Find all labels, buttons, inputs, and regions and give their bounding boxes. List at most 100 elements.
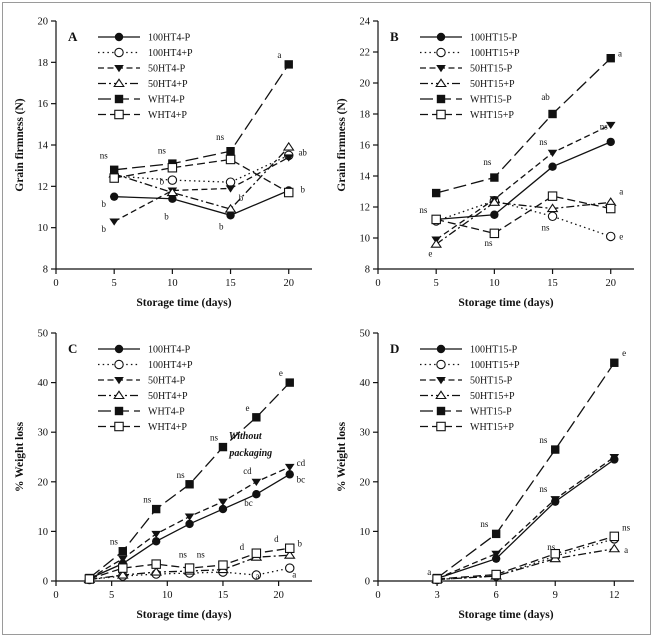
legend-label-50HT4-P: 50HT4-P [148, 63, 186, 74]
annotation: a [624, 545, 628, 555]
series-line-100HT15-P [436, 458, 615, 579]
y-tick-label: 12 [37, 181, 48, 192]
legend-marker-50HT4+P [112, 77, 125, 87]
annotation: ns [157, 145, 166, 155]
annotation: b [238, 192, 243, 202]
y-axis-title: % Weight loss [14, 421, 26, 492]
annotation: ab [298, 147, 307, 157]
annotation: a [292, 569, 296, 579]
series-line-WHT15-P [435, 57, 611, 194]
panel-letter: D [390, 341, 399, 356]
legend-label-WHT4+P: WHT4+P [148, 110, 187, 121]
y-tick-label: 16 [37, 99, 48, 110]
y-tick-label: 24 [359, 16, 370, 27]
legend-label-WHT4-P: WHT4-P [148, 94, 185, 105]
y-tick-label: 20 [37, 477, 48, 488]
series-marker-50HT4-P [284, 463, 295, 471]
annotation: b [300, 184, 305, 194]
series-marker-WHT4-P [284, 59, 293, 69]
series-marker-WHT4-P [118, 546, 127, 555]
legend-label-50HT15-P: 50HT15-P [470, 63, 513, 74]
y-tick-label: 18 [37, 57, 48, 68]
annotation: ns [210, 432, 219, 442]
series-marker-100HT4+P [225, 176, 235, 187]
series-marker-100HT15+P [547, 211, 557, 221]
annotation: b [101, 223, 106, 233]
annotation: ns [143, 494, 152, 504]
annotation: ns [541, 222, 550, 232]
y-tick-label: 10 [37, 223, 48, 234]
y-tick-label: 40 [37, 378, 48, 389]
series-marker-50HT4+P [283, 549, 296, 559]
legend-label-100HT15+P: 100HT15+P [470, 48, 520, 59]
legend-marker-WHT4+P [113, 421, 124, 431]
series-marker-100HT4-P [184, 519, 194, 528]
annotation: ns [99, 150, 108, 160]
series-marker-WHT15-P [431, 188, 440, 197]
legend-label-50HT4+P: 50HT4+P [148, 79, 188, 90]
y-tick-label: 12 [359, 202, 370, 213]
x-axis-title: Storage time (days) [136, 297, 231, 309]
series-marker-100HT4-P [109, 191, 118, 201]
chart-panel-c: 0 10 20 30 40 50 0 5 10 15 20 Storage time (days) % … [14, 328, 312, 621]
series-marker-100HT4+P [251, 569, 261, 580]
series-marker-WHT4-P [151, 504, 160, 513]
series-marker-WHT4-P [251, 412, 261, 422]
series-marker-50HT15-P [605, 121, 616, 129]
annotation: a [619, 186, 623, 196]
legend-marker-100HT4-P [114, 344, 123, 353]
y-tick-label: 40 [359, 378, 370, 389]
legend-marker-100HT4-P [114, 32, 123, 41]
y-tick-label: 30 [359, 427, 370, 438]
series-marker-WHT4+P [251, 547, 261, 558]
annotation: bc [244, 498, 253, 508]
y-tick-label: 16 [359, 140, 370, 151]
annotation: ns [483, 157, 492, 167]
y-axis-title: Grain firmness (N) [14, 98, 26, 191]
series-marker-WHT15+P [431, 573, 442, 584]
annotation: b [218, 221, 223, 231]
y-tick-label: 0 [42, 576, 47, 587]
annotation: a [277, 50, 281, 60]
series-line-WHT15+P [435, 194, 611, 234]
x-tick-label: 20 [283, 278, 294, 289]
annotation: ns [196, 549, 205, 559]
y-axis-title: % Weight loss [336, 421, 348, 492]
legend-label-50HT4+P: 50HT4+P [148, 391, 188, 402]
series-line-100HT15+P [436, 537, 614, 580]
legend-marker-50HT15+P [434, 77, 447, 87]
y-tick-label: 20 [359, 477, 370, 488]
series-marker-50HT4-P [251, 478, 261, 486]
series-line-50HT4+P [113, 146, 289, 210]
panel-letter: A [68, 29, 78, 44]
y-tick-label: 0 [364, 576, 369, 587]
legend-label-WHT4-P: WHT4-P [148, 406, 185, 417]
series-marker-100HT4-P [151, 536, 160, 546]
series-marker-WHT15-P [606, 53, 615, 62]
series-line-100HT4-P [113, 189, 289, 216]
y-tick-label: 22 [359, 47, 370, 58]
legend-label-WHT15+P: WHT15+P [470, 110, 514, 121]
series-marker-WHT4-P [225, 146, 235, 155]
annotation: b [164, 211, 169, 221]
series-marker-WHT4+P [117, 562, 128, 573]
legend-label-50HT15+P: 50HT15+P [470, 391, 515, 402]
series-marker-100HT4-P [225, 210, 235, 219]
series-marker-100HT4-P [218, 504, 227, 513]
legend-label-WHT15+P: WHT15+P [470, 422, 514, 433]
legend-marker-WHT15+P [435, 109, 446, 119]
legend-label-50HT15+P: 50HT15+P [470, 79, 515, 90]
legend-label-100HT4-P: 100HT4-P [148, 344, 191, 355]
series-marker-50HT15-P [609, 453, 619, 461]
annotation: e [428, 248, 432, 258]
series-line-WHT15+P [436, 535, 614, 580]
legend-marker-50HT15+P [434, 389, 447, 399]
x-axis-title: Storage time (days) [458, 297, 553, 309]
legend-label-100HT15-P: 100HT15-P [470, 344, 518, 355]
series-marker-WHT4+P [184, 562, 194, 573]
x-tick-label: 5 [111, 278, 116, 289]
series-marker-100HT4-P [167, 194, 177, 203]
series-marker-WHT15+P [605, 203, 615, 213]
annotation: e [245, 402, 249, 412]
series-marker-50HT15-P [547, 149, 557, 157]
